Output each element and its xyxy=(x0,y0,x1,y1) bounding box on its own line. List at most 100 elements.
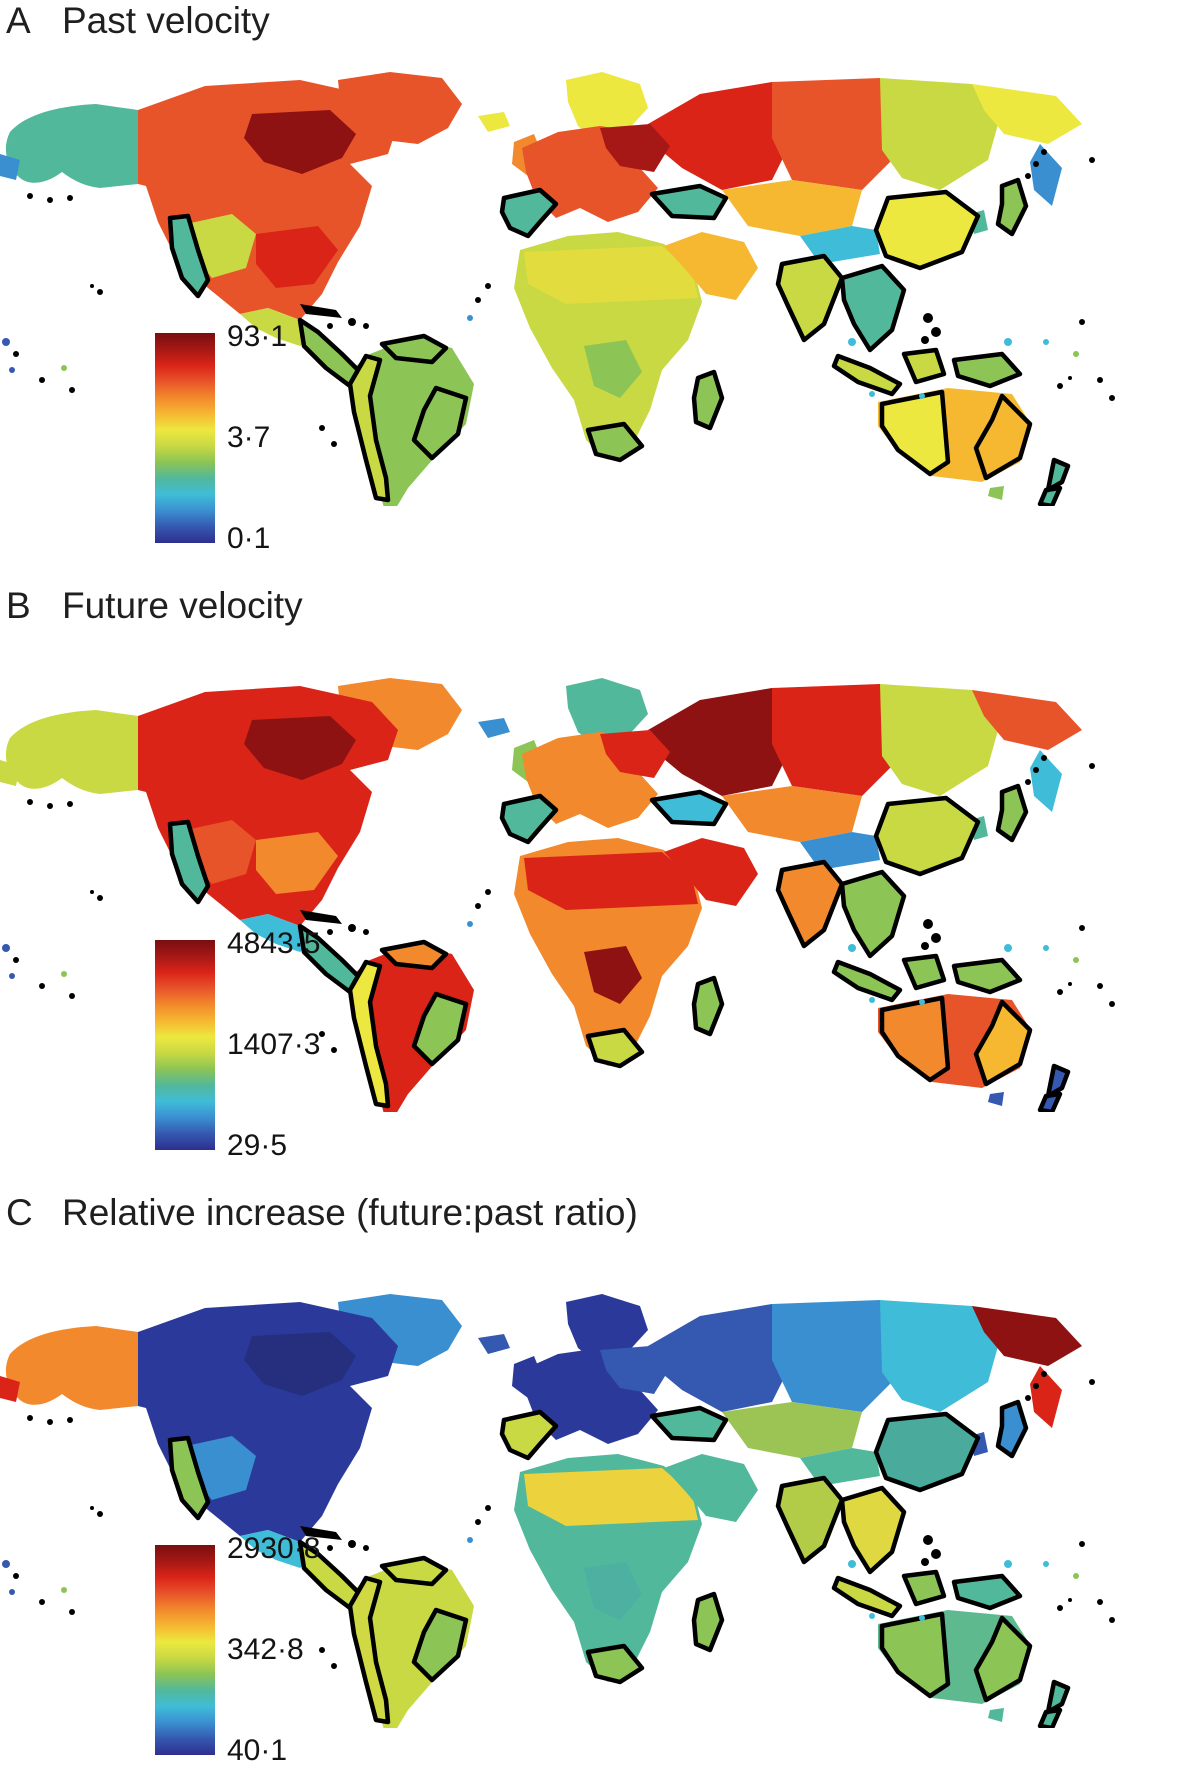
region-central_asia xyxy=(722,786,862,842)
region-china_east xyxy=(873,795,981,877)
region-south_africa xyxy=(585,1643,645,1685)
region-congo_core xyxy=(584,946,642,1004)
colorbar-min-label: 0·1 xyxy=(227,521,271,555)
panel-a-header: A Past velocity xyxy=(0,0,1200,50)
region-australia_west xyxy=(879,995,951,1083)
region-tasmania xyxy=(988,1092,1004,1106)
hotspot-outlines xyxy=(167,177,1071,506)
region-turkey xyxy=(649,1405,729,1443)
panel-b-colorbar: 4843·5 1407·3 29·5 xyxy=(155,927,415,1162)
region-california xyxy=(167,213,211,299)
region-borneo xyxy=(901,953,947,991)
region-chukotka xyxy=(972,84,1082,144)
region-russia_west xyxy=(648,688,792,796)
colorbar-gradient xyxy=(155,333,215,543)
region-iceland xyxy=(478,718,510,738)
region-andes xyxy=(347,1575,391,1725)
island-dots xyxy=(2,315,1079,399)
region-arabia xyxy=(664,838,758,906)
region-borneo xyxy=(901,347,947,385)
region-tasmania xyxy=(988,1708,1004,1722)
region-california xyxy=(167,819,211,905)
panel-c-colorbar: 2930·8 342·8 40·1 xyxy=(155,1532,415,1767)
region-europe_east xyxy=(600,124,670,172)
colorbar-gradient xyxy=(155,940,215,1150)
colorbar-max-label: 93·1 xyxy=(227,320,288,354)
region-turkey xyxy=(649,789,729,827)
region-south_africa xyxy=(585,421,645,463)
colorbar-mid-label: 1407·3 xyxy=(227,1028,321,1061)
region-sahara xyxy=(524,246,698,304)
island-dots xyxy=(2,921,1079,1005)
world-map-panel-A xyxy=(0,72,1115,506)
region-kamchatka xyxy=(1030,1366,1062,1428)
region-andes xyxy=(347,353,391,503)
panel-a-title: Past velocity xyxy=(62,0,270,41)
region-india xyxy=(775,859,845,949)
region-australia_east xyxy=(973,999,1033,1087)
region-indochina xyxy=(839,1485,907,1575)
region-mexico xyxy=(240,914,318,952)
region-sumatra_java xyxy=(831,1575,903,1619)
region-borneo xyxy=(901,1569,947,1607)
region-congo_core xyxy=(584,340,642,398)
region-iceland xyxy=(478,1334,510,1354)
region-alaska_main xyxy=(5,710,139,794)
region-venezuela xyxy=(379,1555,449,1587)
panel-b-title: Future velocity xyxy=(62,585,303,626)
island-dots xyxy=(2,1537,1079,1621)
colorbar-gradient xyxy=(155,1545,215,1755)
region-new_guinea xyxy=(951,351,1023,389)
region-europe_east xyxy=(600,730,670,778)
region-turkey xyxy=(649,183,729,221)
panel-b-map xyxy=(0,642,1200,1112)
region-venezuela xyxy=(379,333,449,365)
island-ink-marks xyxy=(13,1371,1115,1669)
region-canada_core xyxy=(244,110,356,174)
region-tasmania xyxy=(988,486,1004,500)
panel-c-header: C Relative increase (future:past ratio) xyxy=(0,1192,1200,1242)
region-australia_west xyxy=(879,1611,951,1699)
region-alaska_tip xyxy=(0,760,20,786)
region-arabia xyxy=(664,1454,758,1522)
world-map-panel-B xyxy=(0,678,1115,1112)
region-central_asia xyxy=(722,1402,862,1458)
region-australia_east xyxy=(973,393,1033,481)
region-canada_core xyxy=(244,1332,356,1396)
region-madagascar xyxy=(691,1591,725,1653)
region-us_east xyxy=(256,226,338,288)
panel-c-label: C xyxy=(6,1192,33,1233)
region-alaska_main xyxy=(5,104,139,188)
colorbar-mid-label: 342·8 xyxy=(227,1633,304,1666)
colorbar-mid-label: 3·7 xyxy=(227,421,271,454)
region-siberia_east xyxy=(880,684,1002,796)
region-new_zealand xyxy=(1037,1063,1071,1112)
region-sahara xyxy=(524,1468,698,1526)
region-russia_west xyxy=(648,82,792,190)
region-china_east xyxy=(873,189,981,271)
region-iceland xyxy=(478,112,510,132)
region-central_asia xyxy=(722,180,862,236)
region-sahara xyxy=(524,852,698,910)
region-california xyxy=(167,1435,211,1521)
region-new_zealand xyxy=(1037,457,1071,506)
region-alaska_tip xyxy=(0,154,20,180)
region-us_east xyxy=(256,832,338,894)
region-alaska_main xyxy=(5,1326,139,1410)
region-china_east xyxy=(873,1411,981,1493)
region-mexico xyxy=(240,308,318,346)
world-map-panel-C xyxy=(0,1294,1115,1728)
island-ink-marks xyxy=(13,755,1115,1053)
region-iberia xyxy=(499,793,559,845)
hotspot-outlines xyxy=(167,783,1071,1112)
region-venezuela xyxy=(379,939,449,971)
region-india xyxy=(775,1475,845,1565)
panel-a-colorbar: 93·1 3·7 0·1 xyxy=(155,320,415,555)
region-brazil_east xyxy=(411,991,469,1067)
region-new_guinea xyxy=(951,1573,1023,1611)
region-japan xyxy=(995,1399,1029,1459)
region-indochina xyxy=(839,263,907,353)
region-siberia_east xyxy=(880,1300,1002,1412)
colorbar-min-label: 40·1 xyxy=(227,1733,288,1767)
